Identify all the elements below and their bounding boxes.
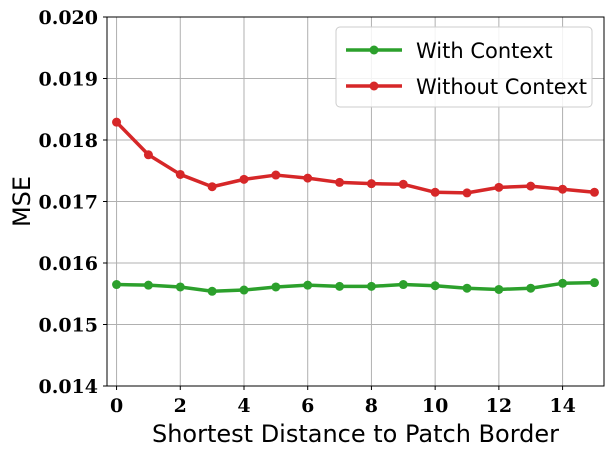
data-point bbox=[239, 285, 249, 295]
data-point bbox=[335, 281, 345, 291]
data-point bbox=[143, 150, 153, 160]
data-point bbox=[430, 281, 440, 291]
x-tick-label: 8 bbox=[365, 395, 378, 417]
legend-label: Without Context bbox=[416, 75, 587, 99]
data-point bbox=[303, 280, 313, 290]
series-line bbox=[115, 120, 595, 195]
data-point bbox=[558, 278, 568, 288]
data-point bbox=[175, 282, 185, 292]
data-point bbox=[462, 188, 472, 198]
y-tick-label: 0.014 bbox=[39, 376, 99, 398]
data-point bbox=[175, 169, 185, 179]
data-point bbox=[526, 181, 536, 191]
data-point bbox=[303, 173, 313, 183]
data-point bbox=[589, 278, 599, 288]
x-axis-label: Shortest Distance to Patch Border bbox=[152, 420, 559, 448]
x-tick-label: 10 bbox=[422, 395, 448, 417]
data-point bbox=[271, 170, 281, 180]
data-point bbox=[143, 280, 153, 290]
data-point bbox=[558, 184, 568, 194]
data-point bbox=[207, 182, 217, 192]
data-point bbox=[589, 187, 599, 197]
y-tick-label: 0.016 bbox=[39, 253, 99, 275]
data-point bbox=[335, 177, 345, 187]
x-tick-label: 4 bbox=[237, 395, 250, 417]
x-tick-label: 14 bbox=[549, 395, 575, 417]
data-point bbox=[494, 284, 504, 294]
data-point bbox=[112, 117, 122, 127]
data-point bbox=[366, 179, 376, 189]
data-point bbox=[366, 281, 376, 291]
legend: With Context Without Context bbox=[335, 26, 593, 108]
y-tick-label: 0.019 bbox=[39, 69, 99, 91]
y-tick-label: 0.017 bbox=[39, 192, 99, 214]
data-point bbox=[239, 174, 249, 184]
x-tick-label: 12 bbox=[486, 395, 512, 417]
legend-swatch-marker bbox=[369, 81, 379, 91]
data-point bbox=[526, 283, 536, 293]
series-line bbox=[116, 280, 595, 294]
data-point bbox=[112, 280, 122, 290]
legend-swatch-marker bbox=[369, 45, 379, 55]
legend-label: With Context bbox=[416, 39, 553, 63]
y-axis-label: MSE bbox=[8, 176, 36, 227]
y-tick-label: 0.015 bbox=[39, 315, 99, 337]
y-tick-label: 0.018 bbox=[39, 130, 99, 152]
data-point bbox=[430, 187, 440, 197]
data-point bbox=[207, 286, 217, 296]
data-point bbox=[398, 280, 408, 290]
x-tick-label: 0 bbox=[110, 395, 123, 417]
y-tick-label: 0.020 bbox=[39, 7, 99, 29]
x-tick-label: 2 bbox=[174, 395, 187, 417]
data-point bbox=[462, 283, 472, 293]
data-point bbox=[494, 182, 504, 192]
tick-labels: 0 2 4 6 8 10 12 14 0.014 0.015 0.016 0.017 0.018 0.01… bbox=[39, 7, 576, 417]
series-layer bbox=[112, 117, 599, 296]
x-tick-label: 6 bbox=[301, 395, 314, 417]
data-point bbox=[398, 179, 408, 189]
data-point bbox=[271, 282, 281, 292]
